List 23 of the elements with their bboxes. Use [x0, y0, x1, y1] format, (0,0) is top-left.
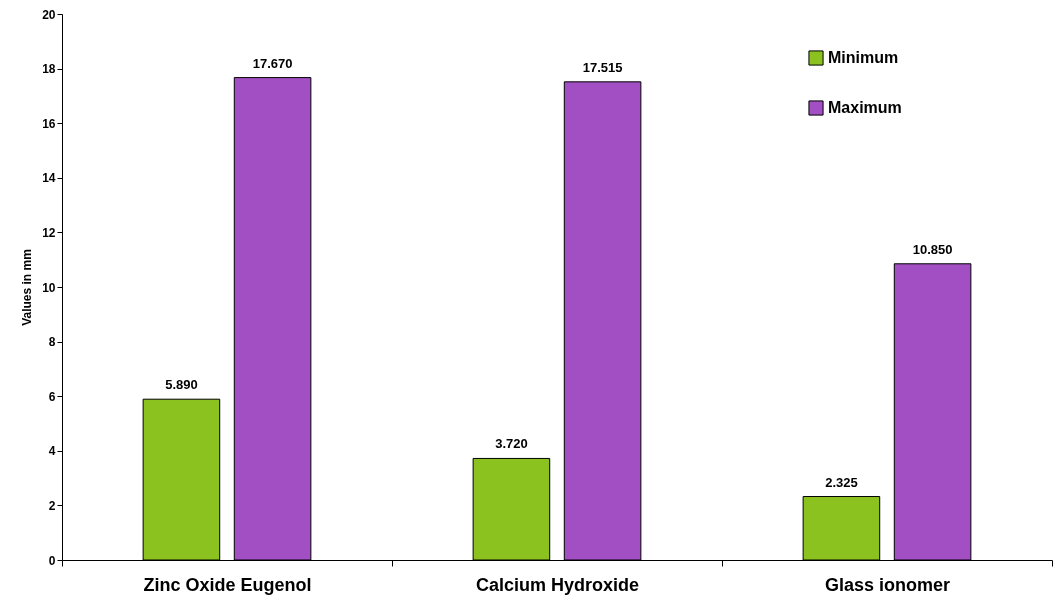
- y-axis-title: Values in mm: [20, 249, 35, 326]
- data-label: 17.670: [252, 55, 293, 71]
- data-label: 17.515: [582, 59, 623, 75]
- x-tick-label: Glass ionomer: [824, 574, 951, 595]
- data-label: 3.720: [495, 436, 528, 452]
- y-tick-label: 16: [42, 116, 56, 131]
- y-tick-label: 0: [48, 553, 56, 568]
- data-label: 2.325: [825, 474, 858, 490]
- data-label: 5.890: [165, 377, 198, 393]
- y-tick-label: 6: [48, 389, 56, 404]
- y-tick-label: 8: [48, 335, 56, 350]
- y-tick-label: 2: [48, 498, 56, 513]
- y-tick-label: 10: [42, 280, 56, 295]
- y-tick-label: 14: [42, 171, 56, 186]
- x-tick-label: Calcium Hydroxide: [475, 574, 640, 595]
- y-tick-label: 4: [48, 444, 56, 459]
- y-tick-label: 20: [42, 7, 56, 22]
- data-label: 10.850: [912, 241, 953, 257]
- y-tick-label: 18: [42, 62, 56, 77]
- legend-label: Minimum: [828, 49, 899, 66]
- legend-label: Maximum: [828, 99, 902, 116]
- x-tick-label: Zinc Oxide Eugenol: [143, 574, 312, 595]
- y-tick-label: 12: [42, 225, 56, 240]
